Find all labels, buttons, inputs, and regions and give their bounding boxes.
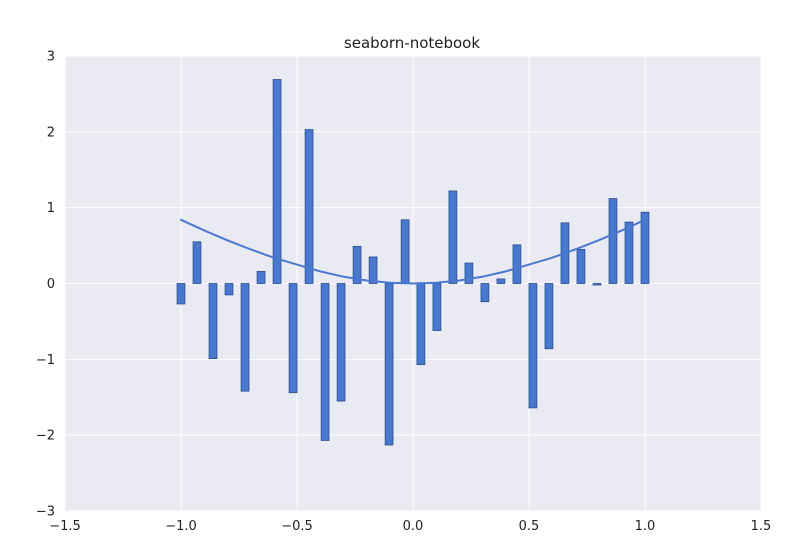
bar — [240, 283, 250, 392]
bar — [352, 245, 362, 284]
y-tick-label: −3 — [36, 505, 55, 520]
y-tick-label: −2 — [36, 429, 55, 444]
bar — [512, 244, 522, 284]
bar — [384, 283, 394, 446]
bar — [368, 256, 378, 284]
x-tick-label: 1.5 — [751, 519, 772, 534]
bar-series — [176, 79, 650, 446]
bar — [608, 198, 618, 284]
bar — [640, 211, 650, 284]
x-axis-ticks: −1.5 −1.0 −0.5 0.0 0.5 1.0 1.5 — [49, 519, 771, 534]
x-tick-label: 1.0 — [635, 519, 656, 534]
y-tick-label: 2 — [47, 125, 55, 140]
bar — [448, 190, 458, 284]
bar — [528, 283, 538, 409]
x-tick-label: −1.5 — [49, 519, 81, 534]
chart-title: seaborn-notebook — [344, 34, 480, 52]
bar — [496, 278, 506, 284]
y-tick-label: −1 — [36, 353, 55, 368]
x-tick-label: 0.0 — [403, 519, 424, 534]
bar — [432, 283, 442, 331]
bar — [176, 283, 186, 305]
bar — [624, 221, 634, 284]
y-tick-label: 1 — [47, 201, 55, 216]
bar — [208, 283, 218, 359]
series-line — [180, 218, 646, 285]
x-tick-label: −0.5 — [281, 519, 313, 534]
bar — [272, 79, 282, 284]
bar — [576, 248, 586, 284]
bar — [544, 283, 554, 350]
x-tick-label: 0.5 — [519, 519, 540, 534]
y-tick-label: 3 — [47, 50, 55, 65]
y-tick-label: 0 — [47, 277, 55, 292]
bar — [192, 241, 202, 284]
bar — [320, 283, 330, 441]
line-series — [180, 218, 646, 285]
bar — [288, 283, 298, 394]
bar — [400, 219, 410, 284]
bar — [416, 283, 426, 366]
bar — [480, 283, 490, 303]
bar — [464, 262, 474, 284]
bar — [256, 270, 266, 284]
bar — [304, 129, 314, 284]
bar — [592, 283, 602, 286]
x-tick-label: −1.0 — [165, 519, 197, 534]
bar — [336, 283, 346, 402]
y-axis-ticks: −3 −2 −1 0 1 2 3 — [36, 50, 55, 520]
bar — [224, 283, 234, 296]
